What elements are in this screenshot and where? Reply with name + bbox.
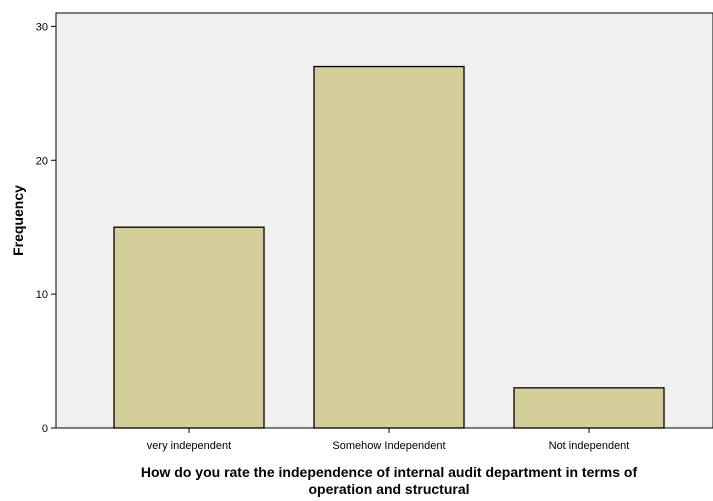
y-tick-label: 30 — [36, 21, 48, 33]
bar-not-independent — [513, 387, 665, 429]
y-tick-label: 20 — [36, 155, 48, 167]
x-axis-title-line-1: How do you rate the independence of inte… — [141, 464, 638, 480]
x-axis-title-line-2: operation and structural — [308, 481, 469, 497]
bar-somehow-independent — [313, 65, 465, 429]
bar-very-independent — [113, 226, 265, 429]
y-axis-ticks: 0 10 20 30 — [36, 21, 56, 435]
x-tick-label: very independent — [147, 440, 231, 452]
x-tick-label: Somehow Independent — [332, 440, 445, 452]
x-tick-label: Not independent — [549, 440, 630, 452]
y-tick-label: 10 — [36, 289, 48, 301]
y-axis-title: Frequency — [10, 185, 26, 256]
y-tick-label: 0 — [42, 423, 48, 435]
x-axis-ticks: very independent Somehow Independent Not i… — [147, 428, 630, 452]
